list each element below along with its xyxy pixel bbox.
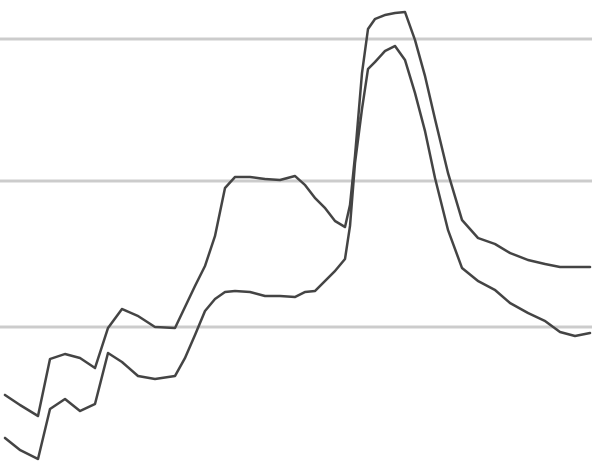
gridlines — [0, 37, 592, 329]
series-2-line — [3, 44, 592, 461]
series-1-line — [3, 10, 592, 418]
series-lines — [3, 10, 592, 461]
